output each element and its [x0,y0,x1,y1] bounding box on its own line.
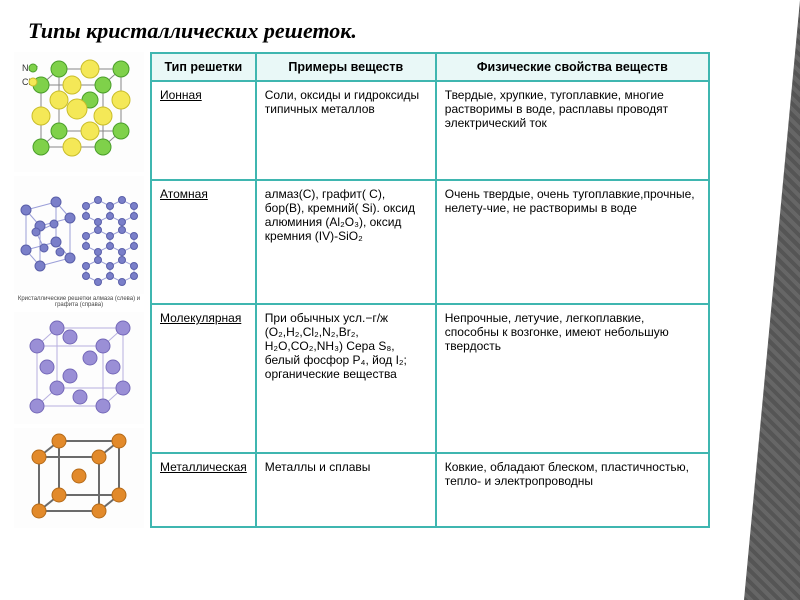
cell-type: Металлическая [151,453,256,527]
th-examples: Примеры веществ [256,53,436,81]
cell-type: Ионная [151,81,256,180]
lattice-molecular [14,312,144,424]
cell-type: Атомная [151,180,256,304]
lattice-atomic [14,176,144,294]
content-row: Na⁺ Cl⁻ [0,52,800,528]
lattice-table: Тип решетки Примеры веществ Физические с… [150,52,710,528]
cell-properties: Непрочные, летучие, легкоплавкие, способ… [436,304,709,453]
cell-examples: алмаз(C), графит( C), бор(B), кремний( S… [256,180,436,304]
lattice-ionic: Na⁺ Cl⁻ [14,52,144,172]
cell-examples: При обычных усл.−г/ж (O₂,H₂,Cl₂,N₂,Br₂, … [256,304,436,453]
table-row: Металлическая Металлы и сплавы Ковкие, о… [151,453,709,527]
lattice-metallic [14,428,144,528]
cell-properties: Ковкие, обладают блеском, пластичностью,… [436,453,709,527]
cell-type: Молекулярная [151,304,256,453]
table-row: Атомная алмаз(C), графит( C), бор(B), кр… [151,180,709,304]
cell-properties: Очень твердые, очень тугоплавкие,прочные… [436,180,709,304]
cell-properties: Твердые, хрупкие, тугоплавкие, многие ра… [436,81,709,180]
atomic-caption: Кристаллические решетки алмаза (слева) и… [14,296,144,308]
cell-examples: Металлы и сплавы [256,453,436,527]
th-properties: Физические свойства веществ [436,53,709,81]
cell-examples: Соли, оксиды и гидроксиды типичных метал… [256,81,436,180]
lattice-images: Na⁺ Cl⁻ [14,52,144,528]
table-row: Ионная Соли, оксиды и гидроксиды типичны… [151,81,709,180]
page-title: Типы кристаллических решеток. [0,0,800,52]
table-row: Молекулярная При обычных усл.−г/ж (O₂,H₂… [151,304,709,453]
th-type: Тип решетки [151,53,256,81]
